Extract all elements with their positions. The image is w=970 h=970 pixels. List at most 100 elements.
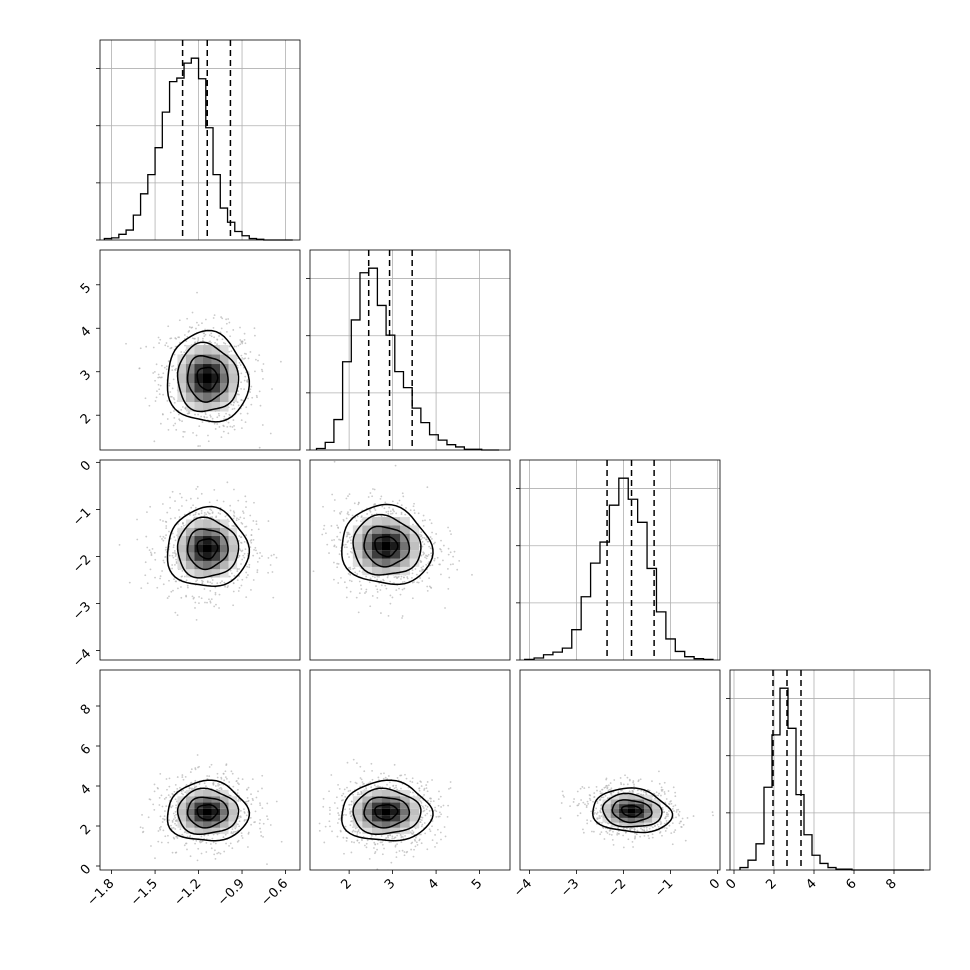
scatter-point — [448, 576, 451, 579]
density-cell — [202, 815, 212, 822]
scatter-point — [228, 575, 231, 578]
scatter-point — [330, 525, 333, 527]
scatter-point — [374, 509, 377, 511]
scatter-point — [247, 799, 250, 802]
density-cell — [194, 552, 203, 561]
contour-line — [186, 528, 229, 571]
density-cell — [352, 541, 363, 551]
density-cell — [362, 558, 372, 567]
scatter-point — [236, 792, 239, 795]
scatter-point — [198, 513, 201, 516]
scatter-point — [400, 511, 403, 514]
scatter-point — [146, 511, 148, 514]
scatter-point — [401, 492, 404, 495]
scatter-point — [181, 776, 184, 778]
scatter-point — [167, 834, 169, 837]
scatter-point — [167, 841, 170, 844]
scatter-point — [440, 539, 442, 542]
scatter-point — [452, 555, 455, 558]
scatter-point — [188, 787, 191, 790]
scatter-point — [210, 763, 213, 766]
density-cell — [381, 808, 391, 816]
density-cell — [177, 815, 186, 822]
contour-line — [363, 525, 411, 568]
scatter-point — [436, 556, 439, 559]
scatter-point — [438, 790, 440, 793]
scatter-point — [239, 326, 241, 329]
density-cell — [390, 550, 401, 559]
scatter-panel: 0−1−2−3−4 — [70, 458, 301, 671]
scatter-point — [398, 499, 401, 502]
scatter-point — [424, 556, 426, 559]
scatter-point — [352, 758, 355, 761]
scatter-point — [437, 804, 440, 807]
scatter-point — [245, 500, 248, 503]
scatter-point — [343, 581, 346, 584]
scatter-point — [423, 543, 426, 546]
scatter-point — [193, 787, 196, 790]
scatter-point — [361, 781, 364, 784]
scatter-point — [438, 815, 441, 818]
scatter-point — [189, 514, 191, 516]
scatter-point — [162, 393, 165, 396]
scatter-point — [162, 829, 165, 832]
histogram-step — [103, 57, 293, 241]
scatter-point — [385, 511, 388, 513]
scatter-point — [405, 507, 407, 509]
scatter-point — [222, 430, 225, 433]
scatter-point — [373, 488, 376, 491]
density-cell — [409, 550, 420, 559]
scatter-point — [405, 851, 408, 854]
scatter-point — [365, 590, 368, 593]
scatter-point — [240, 832, 243, 835]
scatter-point — [239, 364, 242, 366]
scatter-point — [232, 831, 235, 833]
density-cell — [194, 527, 203, 537]
scatter-point — [366, 839, 369, 842]
scatter-point — [390, 512, 392, 515]
scatter-point — [665, 819, 668, 822]
scatter-point — [218, 607, 220, 609]
scatter-point — [336, 524, 338, 527]
scatter-point — [238, 587, 241, 589]
scatter-point — [182, 464, 184, 466]
scatter-point — [382, 578, 385, 581]
scatter-point — [194, 768, 197, 771]
scatter-point — [239, 549, 242, 552]
scatter-point — [387, 574, 389, 577]
scatter-point — [393, 837, 395, 840]
scatter-point — [333, 561, 335, 564]
scatter-point — [416, 782, 419, 785]
scatter-point — [233, 488, 235, 491]
density-cell — [220, 815, 229, 822]
scatter-point — [401, 617, 403, 619]
scatter-point — [254, 370, 256, 373]
scatter-point — [240, 372, 243, 375]
scatter-point — [438, 811, 441, 814]
scatter-point — [411, 569, 414, 571]
scatter-point — [251, 396, 254, 399]
density-cell — [228, 815, 238, 822]
scatter-point — [373, 504, 375, 507]
scatter-point — [420, 819, 423, 822]
scatter-point — [347, 790, 350, 792]
density-cell — [409, 541, 420, 551]
contour-line — [374, 804, 399, 821]
scatter-point — [391, 596, 394, 599]
scatter-point — [402, 495, 405, 498]
scatter-point — [384, 501, 387, 504]
density-cell — [177, 527, 186, 537]
density-cell — [194, 560, 203, 570]
scatter-point — [429, 536, 432, 538]
density-cell — [228, 544, 238, 553]
scatter-point — [322, 805, 325, 808]
scatter-point — [229, 509, 232, 512]
scatter-point — [446, 815, 449, 818]
scatter-point — [395, 589, 398, 591]
scatter-point — [157, 376, 160, 379]
scatter-point — [166, 418, 169, 420]
scatter-point — [190, 781, 193, 784]
scatter-point — [280, 360, 282, 363]
scatter-point — [238, 825, 241, 828]
scatter-point — [368, 509, 371, 512]
